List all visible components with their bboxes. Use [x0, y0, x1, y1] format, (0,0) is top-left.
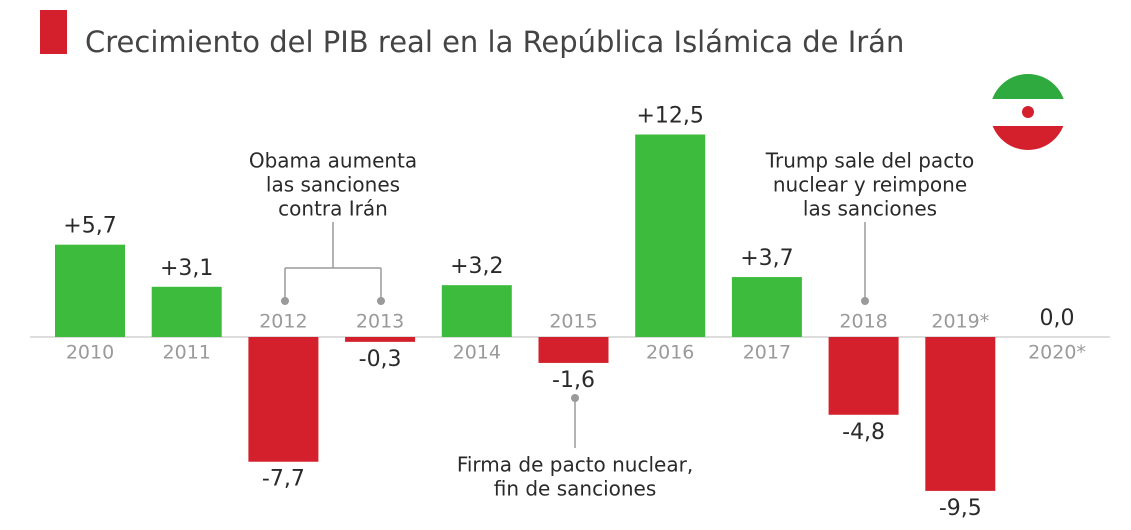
value-label: +3,7	[740, 246, 793, 271]
x-tick-label: 2013	[356, 311, 404, 333]
bar	[635, 134, 706, 337]
bar	[441, 285, 512, 337]
bar	[345, 337, 416, 342]
annotation: Obama aumenta	[249, 149, 417, 173]
x-tick-label: 2016	[646, 342, 694, 364]
x-tick-label: 2015	[549, 311, 597, 333]
value-label: 0,0	[1040, 306, 1075, 331]
x-tick-label: 2012	[259, 311, 307, 333]
annotation: contra Irán	[278, 197, 388, 221]
value-label: +3,1	[160, 256, 213, 281]
value-label: -0,3	[359, 347, 402, 372]
connectors	[281, 222, 869, 448]
bar	[55, 244, 125, 337]
annotation: Trump sale del pacto	[765, 149, 975, 173]
value-label: +12,5	[636, 104, 703, 129]
bar	[731, 277, 802, 337]
value-label: -9,5	[939, 496, 982, 521]
bar	[151, 286, 222, 337]
annotation: fin de sanciones	[494, 477, 657, 501]
value-label: -1,6	[552, 368, 595, 393]
annotation: las sanciones	[266, 173, 400, 197]
x-tick-label: 2019*	[931, 311, 989, 333]
value-label: -7,7	[262, 467, 305, 492]
annotation: Firma de pacto nuclear,	[457, 453, 693, 477]
x-tick-label: 2011	[163, 342, 211, 364]
bar	[248, 337, 319, 462]
chart-title: Crecimiento del PIB real en la República…	[85, 25, 904, 59]
x-tick-label: 2017	[743, 342, 791, 364]
value-label: +5,7	[63, 214, 116, 239]
x-tick-label: 2018	[839, 311, 887, 333]
bar	[538, 337, 609, 363]
value-label: -4,8	[842, 420, 885, 445]
annotation: las sanciones	[803, 197, 937, 221]
value-label: +3,2	[450, 254, 503, 279]
flag	[990, 74, 1066, 150]
bar	[828, 337, 899, 415]
x-tick-label: 2020*	[1028, 342, 1086, 364]
bar	[925, 337, 996, 491]
x-tick-label: 2014	[453, 342, 501, 364]
title-marker	[40, 10, 67, 54]
annotation: nuclear y reimpone	[773, 173, 967, 197]
x-tick-label: 2010	[66, 342, 114, 364]
